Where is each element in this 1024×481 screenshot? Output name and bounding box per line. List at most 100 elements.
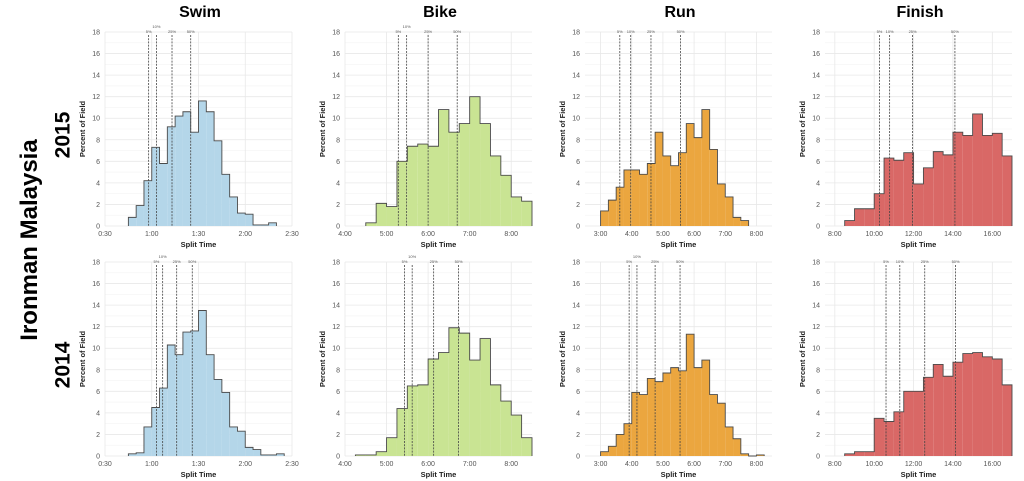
x-tick-label: 4:00 — [625, 231, 639, 238]
histogram-bar — [864, 451, 875, 456]
x-tick-label: 8:00 — [750, 231, 764, 238]
histogram-bar — [417, 144, 429, 226]
histogram-bar — [407, 146, 418, 226]
x-tick-label: 12:00 — [905, 461, 923, 468]
y-axis-label: Percent of Field — [798, 330, 807, 387]
histogram-bar — [214, 140, 222, 226]
x-axis-label: Split Time — [901, 240, 937, 249]
y-tick-label: 4 — [816, 180, 820, 187]
y-axis-label: Percent of Field — [558, 100, 567, 157]
y-tick-label: 8 — [96, 367, 100, 374]
histogram-bar — [237, 213, 246, 226]
histogram-bar — [933, 151, 944, 226]
x-tick-label: 2:00 — [238, 231, 252, 238]
x-tick-label: 2:00 — [238, 461, 252, 468]
percentile-label: 10% — [408, 254, 416, 259]
percentile-label: 50% — [951, 29, 959, 34]
column-title-swim: Swim — [179, 4, 221, 21]
figure-title: Ironman Malaysia — [16, 139, 43, 341]
y-tick-label: 4 — [576, 410, 580, 417]
x-tick-label: 7:00 — [463, 231, 477, 238]
percentile-label: 5% — [617, 29, 623, 34]
percentile-label: 10% — [627, 29, 635, 34]
y-tick-label: 14 — [92, 73, 100, 80]
histogram-bar — [521, 437, 532, 456]
x-tick-label: 2:30 — [285, 461, 299, 468]
histogram-bar — [365, 454, 377, 456]
histogram-bar — [175, 354, 183, 456]
y-tick-label: 6 — [816, 389, 820, 396]
histogram-bar — [854, 208, 865, 226]
histogram-bar — [972, 352, 983, 456]
y-tick-label: 8 — [96, 137, 100, 144]
histogram-bar — [733, 217, 741, 226]
x-tick-label: 2:30 — [285, 231, 299, 238]
percentile-label: 50% — [188, 259, 196, 264]
x-tick-label: 4:00 — [338, 461, 352, 468]
histogram-bar — [167, 344, 176, 456]
histogram-bar — [982, 356, 993, 456]
y-tick-label: 0 — [336, 224, 340, 231]
histogram-bar — [884, 158, 894, 226]
x-tick-label: 7:00 — [463, 461, 477, 468]
y-tick-label: 18 — [332, 260, 340, 267]
x-tick-label: 6:00 — [687, 461, 701, 468]
histogram-bar — [913, 391, 924, 456]
histogram-bar — [407, 385, 418, 456]
y-tick-label: 18 — [332, 30, 340, 37]
histogram-bar — [376, 203, 387, 226]
y-tick-label: 8 — [816, 367, 820, 374]
percentile-label: 25% — [168, 29, 176, 34]
percentile-label: 25% — [909, 29, 917, 34]
x-axis-label: Split Time — [181, 470, 217, 479]
histogram-outline — [354, 327, 533, 456]
y-tick-label: 16 — [332, 51, 340, 58]
y-tick-label: 8 — [336, 137, 340, 144]
histogram-bar — [386, 206, 397, 226]
x-tick-label: 7:00 — [718, 461, 732, 468]
histogram-bar — [608, 446, 617, 456]
y-tick-label: 10 — [572, 116, 580, 123]
histogram-run-2014: 0 2 4 6 8 10 12 14 16 18 3:00 4:00 5:00 6:00 7:00 8:00 5… — [558, 254, 772, 479]
histogram-bar — [229, 196, 238, 226]
histogram-bar — [128, 217, 137, 226]
y-tick-label: 2 — [576, 202, 580, 209]
histogram-bar — [438, 352, 449, 456]
histogram-bar — [376, 451, 387, 456]
percentile-label: 5% — [154, 259, 160, 264]
y-tick-label: 18 — [92, 260, 100, 267]
y-tick-label: 16 — [332, 281, 340, 288]
y-tick-label: 2 — [336, 432, 340, 439]
histogram-bar — [198, 310, 207, 456]
percentile-label: 50% — [677, 29, 685, 34]
y-tick-label: 16 — [92, 51, 100, 58]
histogram-bar — [694, 367, 702, 456]
histogram-bar — [725, 426, 734, 456]
x-tick-label: 10:00 — [865, 461, 883, 468]
histogram-bar — [600, 451, 609, 456]
histogram-bar — [670, 165, 679, 226]
histogram-bar — [972, 113, 983, 226]
y-tick-label: 14 — [332, 303, 340, 310]
x-tick-label: 4:00 — [625, 461, 639, 468]
histogram-bar — [623, 169, 632, 226]
x-tick-label: 8:00 — [828, 461, 842, 468]
histogram-bar — [740, 453, 749, 456]
y-tick-label: 8 — [816, 137, 820, 144]
histogram-bar — [448, 132, 460, 226]
percentile-label: 5% — [877, 29, 883, 34]
histogram-swim-2014: 0 2 4 6 8 10 12 14 16 18 0:30 1:00 1:30 2:00 2:30 5%10%… — [78, 254, 299, 479]
histogram-bar — [151, 407, 160, 456]
histogram-bar — [511, 415, 522, 456]
y-tick-label: 10 — [92, 116, 100, 123]
x-axis-label: Split Time — [661, 470, 697, 479]
percentile-label: 50% — [453, 29, 461, 34]
y-tick-label: 4 — [336, 410, 340, 417]
y-tick-label: 0 — [96, 454, 100, 461]
x-tick-label: 12:00 — [905, 231, 923, 238]
histogram-bar — [623, 423, 632, 456]
y-tick-label: 12 — [332, 324, 340, 331]
percentile-label: 25% — [647, 29, 655, 34]
y-tick-label: 0 — [816, 454, 820, 461]
percentile-label: 50% — [952, 259, 960, 264]
